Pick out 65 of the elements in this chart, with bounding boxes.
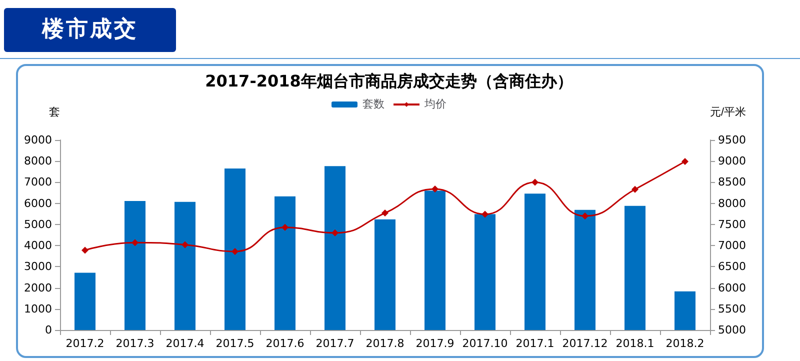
bar xyxy=(474,214,496,330)
y2-tick-label: 6000 xyxy=(718,281,746,294)
point xyxy=(282,224,288,231)
bar xyxy=(124,201,146,330)
y-axis-title: 套 xyxy=(49,106,60,118)
y-tick-label: 1000 xyxy=(24,302,52,316)
point xyxy=(482,210,488,218)
y2-tick-label: 6500 xyxy=(718,260,746,274)
x-tick-label: 2017.6 xyxy=(266,337,304,350)
bar xyxy=(324,166,346,330)
point xyxy=(682,158,688,166)
y-tick-label: 2000 xyxy=(24,281,52,294)
bar xyxy=(224,168,246,330)
point xyxy=(182,241,188,248)
bar xyxy=(574,210,596,330)
bar xyxy=(174,202,196,330)
legend-label: 均价 xyxy=(424,98,446,110)
y2-tick-label: 5500 xyxy=(718,302,746,316)
y-tick-label: 7000 xyxy=(24,176,52,189)
y-tick-label: 9000 xyxy=(24,134,52,146)
x-tick-label: 2017.3 xyxy=(116,337,154,350)
point xyxy=(82,246,88,254)
x-tick-label: 2017.12 xyxy=(562,337,608,350)
x-tick-label: 2017.9 xyxy=(416,337,454,350)
bar xyxy=(274,196,296,330)
y2-axis-title: 元/平米 xyxy=(710,106,746,118)
y2-tick-label: 9000 xyxy=(718,154,746,168)
text: 楼市成交 xyxy=(4,8,176,52)
bar xyxy=(374,219,396,330)
y2-tick-label: 7500 xyxy=(718,218,746,231)
legend-label: 套数 xyxy=(362,98,384,110)
y-tick-label: 8000 xyxy=(24,154,52,168)
y-tick-label: 6000 xyxy=(24,196,52,210)
x-tick-label: 2017.10 xyxy=(462,337,508,350)
y-tick-label: 0 xyxy=(45,324,52,336)
point xyxy=(232,248,238,255)
y2-tick-label: 5000 xyxy=(718,324,746,336)
point xyxy=(382,210,388,217)
bar xyxy=(624,206,646,330)
y2-tick-label: 8500 xyxy=(718,176,746,189)
x-tick-label: 2017.5 xyxy=(216,337,254,350)
bar xyxy=(524,194,546,330)
point xyxy=(432,185,438,192)
y-tick-label: 3000 xyxy=(24,260,52,274)
point xyxy=(632,186,638,193)
x-tick-label: 2017.1 xyxy=(516,337,554,350)
point xyxy=(582,212,588,220)
x-tick-label: 2017.2 xyxy=(66,337,104,350)
point xyxy=(132,239,138,246)
bar xyxy=(424,190,446,330)
x-tick-label: 2017.8 xyxy=(366,337,404,350)
y-tick-label: 5000 xyxy=(24,218,52,231)
point xyxy=(332,229,338,236)
x-tick-label: 2018.1 xyxy=(616,337,654,350)
y2-tick-label: 8000 xyxy=(718,196,746,210)
y2-tick-label: 9500 xyxy=(718,134,746,146)
x-tick-label: 2018.2 xyxy=(666,337,704,350)
x-tick-label: 2017.4 xyxy=(166,337,204,350)
bar xyxy=(674,291,696,330)
x-tick-label: 2017.7 xyxy=(316,337,354,350)
point xyxy=(532,178,538,186)
bar xyxy=(74,272,96,330)
y-tick-label: 4000 xyxy=(24,239,52,252)
y2-tick-label: 7000 xyxy=(718,239,746,252)
chart-title: 2017-2018年烟台市商品房成交走势（含商住办） xyxy=(205,72,573,90)
